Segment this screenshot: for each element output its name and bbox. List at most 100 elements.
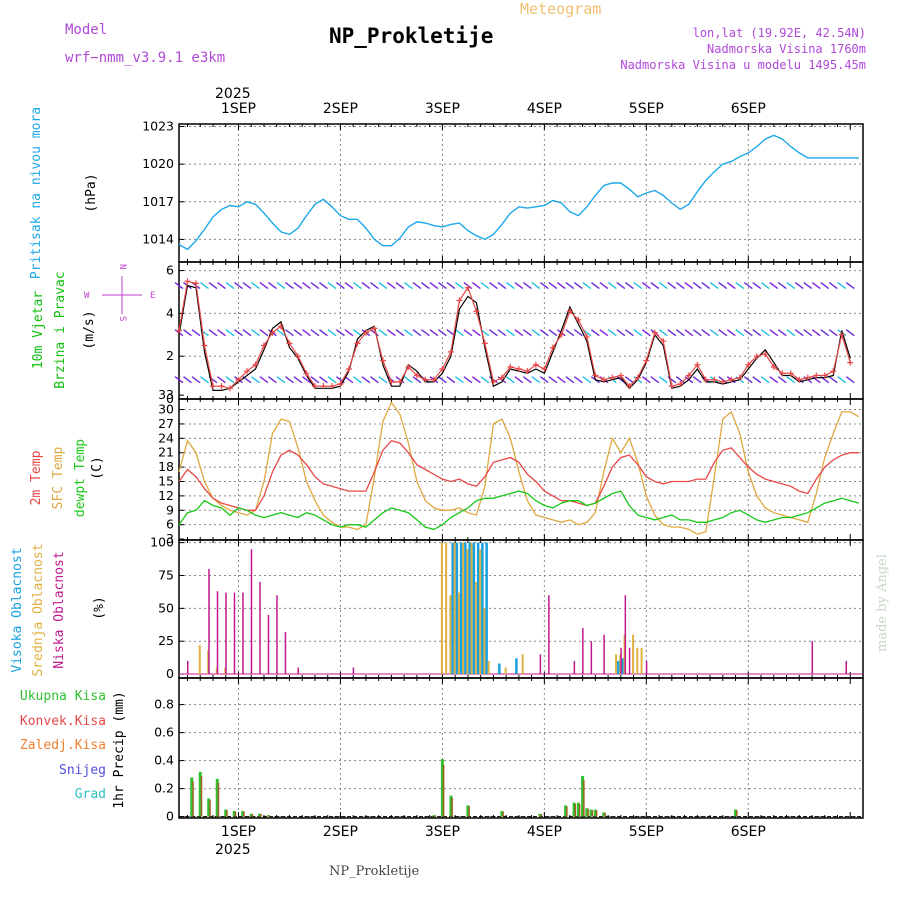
wind-direction-barb (429, 281, 439, 290)
wind-direction-barb (820, 281, 830, 290)
wind-direction-barb (370, 376, 379, 384)
wind-direction-barb (692, 376, 702, 384)
wind-direction-barb (658, 376, 668, 384)
wind-direction-barb (217, 329, 226, 337)
conv-rain-bar (434, 815, 436, 817)
wind-direction-barb (327, 329, 337, 337)
mid-cloud-bar (466, 549, 469, 675)
wind-speed-marker (677, 381, 684, 388)
wind-direction-barb (208, 329, 218, 337)
conv-rain-bar (192, 781, 194, 817)
wind-direction-barb (302, 376, 311, 384)
wind-direction-barb (191, 376, 201, 384)
wind-direction-barb (531, 281, 541, 290)
low-cloud-bar (276, 595, 278, 675)
wind-direction-barb (285, 329, 294, 337)
wind-speed-marker (609, 374, 616, 381)
wind-direction-barb (353, 329, 362, 337)
wind-direction-barb (565, 329, 575, 337)
day-label-top: 2SEP (323, 101, 358, 117)
wind-direction-barb (641, 329, 651, 337)
high-cloud-bar (485, 542, 488, 675)
wind-speed-marker (847, 359, 854, 366)
wind-speed-marker (728, 376, 735, 383)
total-rain-bar (593, 809, 597, 817)
wind-direction-barb (319, 281, 328, 290)
wind-direction-barb (760, 281, 770, 290)
wind-speed-marker (838, 331, 845, 338)
wind-direction-barb (599, 329, 609, 337)
wind-direction-barb (786, 329, 796, 337)
compass-east: E (150, 291, 155, 301)
temperature-tick-label: 9 (166, 502, 174, 517)
wind-direction-barb (217, 281, 226, 290)
mid-cloud-bar (640, 647, 643, 675)
wind-direction-barb (293, 329, 303, 337)
wind-speed-marker (813, 372, 820, 379)
wind-direction-barb (828, 376, 838, 384)
wind-speed-marker (711, 376, 718, 383)
wind-speed-marker (303, 370, 310, 377)
wind-direction-barb (845, 329, 855, 337)
wind-speed-marker (830, 368, 837, 375)
wind-direction-barb (684, 281, 694, 290)
wind-speed-marker (575, 316, 582, 323)
wind-speed-marker (447, 348, 454, 355)
wind-speed-marker (566, 308, 573, 315)
wind-speed-marker (821, 372, 828, 379)
conv-rain-bar (451, 797, 453, 817)
wind-direction-barb (641, 281, 651, 290)
wind-speed-marker (626, 383, 633, 390)
total-rain-bar (449, 795, 453, 817)
wind-tick-label: 4 (166, 305, 174, 320)
wind-direction-barb (429, 329, 439, 337)
day-label-bottom: 3SEP (425, 824, 460, 840)
wind-direction-barb (769, 281, 779, 290)
wind-speed-marker (260, 342, 267, 349)
low-cloud-bar (225, 592, 227, 675)
wind-direction-barb (624, 329, 634, 337)
wind-speed-marker (430, 376, 437, 383)
wind-speed-marker (643, 357, 650, 364)
wind-direction-barb (607, 281, 617, 290)
wind-speed-marker (558, 331, 565, 338)
wind-direction-barb (667, 376, 677, 384)
wind-speed-marker (184, 278, 191, 285)
wind-speed-marker (770, 363, 777, 370)
wind-speed-marker (337, 381, 344, 388)
wind-direction-barb (701, 281, 711, 290)
wind-speed-marker (176, 327, 182, 334)
wind-direction-barb (463, 329, 473, 337)
wind-speed-line (178, 280, 851, 389)
day-label-bottom: 2SEP (323, 824, 358, 840)
wind-direction-barb (285, 281, 294, 290)
low-cloud-bar (186, 660, 189, 675)
total-rain-bar (249, 813, 253, 817)
wind-direction-barb (497, 329, 507, 337)
wind-direction-barb (310, 376, 320, 384)
wind-direction-barb (633, 281, 643, 290)
pressure-unit: (hPa) (84, 173, 99, 212)
wind-direction-barb (378, 281, 388, 290)
wind-direction-barb (777, 376, 787, 384)
wind-speed-marker (634, 374, 641, 381)
wind-speed-marker (422, 376, 429, 383)
wind-speed-marker (668, 383, 675, 390)
wind-direction-barb (599, 281, 609, 290)
precip-tick-label: 0.8 (154, 697, 174, 712)
wind-direction-barb (191, 329, 201, 337)
conv-rain-bar (442, 764, 445, 817)
conv-rain-bar (595, 810, 598, 817)
wind-speed-marker (362, 329, 369, 336)
snow-legend: Snijeg (59, 763, 106, 778)
chart-title: NP_Prokletije (329, 24, 493, 48)
wind-direction-barb (752, 376, 762, 384)
wind-direction-barb (259, 376, 269, 384)
wind-direction-barb (225, 376, 235, 384)
wind-speed-marker (439, 366, 446, 373)
wind-direction-barb (225, 329, 235, 337)
wind-direction-barb (361, 281, 371, 290)
wind-direction-barb (582, 281, 592, 290)
temperature-frame (178, 398, 864, 541)
wind-direction-barb (743, 281, 753, 290)
